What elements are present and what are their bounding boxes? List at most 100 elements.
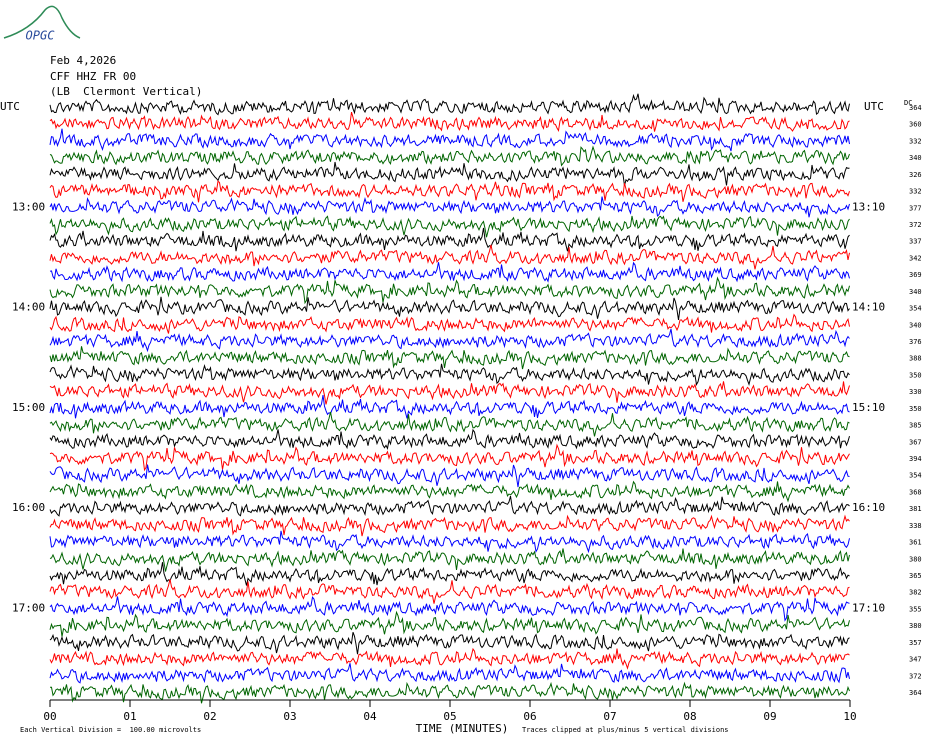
trace bbox=[49, 428, 850, 450]
left-time-label: 15:00 bbox=[12, 401, 45, 414]
right-time-label: 13:10 bbox=[852, 200, 885, 213]
right-axis-title: UTC bbox=[864, 100, 884, 113]
trace bbox=[49, 495, 850, 517]
trace bbox=[49, 145, 850, 167]
row-value: 364 bbox=[909, 689, 922, 697]
left-time-label: 16:00 bbox=[12, 501, 45, 514]
footer-right: Traces clipped at plus/minus 5 vertical … bbox=[522, 726, 729, 734]
row-value: 342 bbox=[909, 254, 922, 262]
trace bbox=[49, 93, 850, 116]
row-value: 340 bbox=[909, 288, 922, 296]
row-value: 368 bbox=[909, 488, 922, 496]
trace bbox=[49, 227, 850, 252]
row-value: 361 bbox=[909, 539, 922, 547]
trace bbox=[49, 411, 850, 437]
trace bbox=[49, 443, 850, 472]
row-value: 372 bbox=[909, 221, 922, 229]
row-value: 365 bbox=[909, 572, 922, 580]
x-tick-label: 10 bbox=[843, 710, 856, 723]
row-value: 357 bbox=[909, 639, 922, 647]
row-value: 337 bbox=[909, 238, 922, 246]
row-value: 367 bbox=[909, 438, 922, 446]
trace bbox=[49, 579, 850, 604]
row-value: 381 bbox=[909, 505, 922, 513]
x-tick-label: 03 bbox=[283, 710, 296, 723]
row-value: 394 bbox=[909, 455, 922, 463]
row-value: 355 bbox=[909, 605, 922, 613]
header-location: (LB Clermont Vertical) bbox=[50, 85, 202, 98]
row-value: 369 bbox=[909, 271, 922, 279]
trace bbox=[49, 215, 850, 238]
left-time-label: 14:00 bbox=[12, 301, 45, 314]
trace bbox=[49, 244, 850, 270]
row-value: 388 bbox=[909, 355, 922, 363]
row-value: 385 bbox=[909, 422, 922, 430]
footer-left: Each Vertical Division = 100.00 microvol… bbox=[20, 726, 201, 734]
trace bbox=[49, 562, 850, 586]
right-time-label: 15:10 bbox=[852, 401, 885, 414]
left-time-label: 17:00 bbox=[12, 601, 45, 614]
x-tick-label: 09 bbox=[763, 710, 776, 723]
row-value: 326 bbox=[909, 171, 922, 179]
row-value: 340 bbox=[909, 321, 922, 329]
x-tick-label: 08 bbox=[683, 710, 696, 723]
x-tick-label: 00 bbox=[43, 710, 56, 723]
x-tick-label: 04 bbox=[363, 710, 377, 723]
logo-shape bbox=[3, 5, 81, 39]
trace bbox=[49, 632, 850, 655]
trace bbox=[49, 196, 850, 218]
right-time-label: 16:10 bbox=[852, 501, 885, 514]
trace bbox=[49, 596, 850, 622]
trace bbox=[49, 514, 850, 537]
trace bbox=[49, 296, 850, 320]
row-value: 338 bbox=[909, 522, 922, 530]
trace bbox=[49, 111, 850, 132]
trace bbox=[49, 346, 850, 370]
trace bbox=[49, 313, 850, 334]
left-axis-title: UTC bbox=[0, 100, 20, 113]
right-column-title: DC bbox=[904, 99, 912, 107]
row-value: 372 bbox=[909, 672, 922, 680]
trace bbox=[49, 530, 850, 554]
row-value: 377 bbox=[909, 204, 922, 212]
x-tick-label: 05 bbox=[443, 710, 456, 723]
trace bbox=[49, 395, 850, 419]
trace bbox=[49, 161, 850, 186]
row-value: 350 bbox=[909, 371, 922, 379]
row-value: 340 bbox=[909, 154, 922, 162]
row-value: 364 bbox=[909, 104, 922, 112]
trace bbox=[49, 276, 850, 305]
header-date: Feb 4,2026 bbox=[50, 54, 116, 67]
trace bbox=[49, 381, 850, 405]
logo-text: OPGC bbox=[26, 29, 56, 43]
row-value: 382 bbox=[909, 589, 922, 597]
row-value: 376 bbox=[909, 338, 922, 346]
row-value: 330 bbox=[909, 388, 922, 396]
x-axis-title: TIME (MINUTES) bbox=[416, 722, 509, 735]
right-time-label: 17:10 bbox=[852, 601, 885, 614]
trace bbox=[49, 548, 850, 572]
row-value: 350 bbox=[909, 405, 922, 413]
row-value: 332 bbox=[909, 137, 922, 145]
trace bbox=[49, 180, 850, 203]
x-tick-label: 01 bbox=[123, 710, 136, 723]
x-tick-label: 07 bbox=[603, 710, 616, 723]
row-value: 380 bbox=[909, 622, 922, 630]
x-tick-label: 06 bbox=[523, 710, 536, 723]
trace bbox=[49, 363, 850, 386]
trace bbox=[49, 328, 850, 353]
trace bbox=[49, 647, 850, 670]
trace bbox=[49, 480, 850, 503]
trace bbox=[49, 610, 850, 637]
trace bbox=[50, 681, 850, 704]
row-value: 354 bbox=[909, 472, 922, 480]
trace bbox=[49, 464, 850, 488]
left-time-label: 13:00 bbox=[12, 200, 45, 213]
row-value: 380 bbox=[909, 555, 922, 563]
trace bbox=[49, 128, 850, 152]
right-time-label: 14:10 bbox=[852, 301, 885, 314]
row-value: 360 bbox=[909, 121, 922, 129]
x-tick-label: 02 bbox=[203, 710, 216, 723]
header-station: CFF HHZ FR 00 bbox=[50, 70, 136, 83]
